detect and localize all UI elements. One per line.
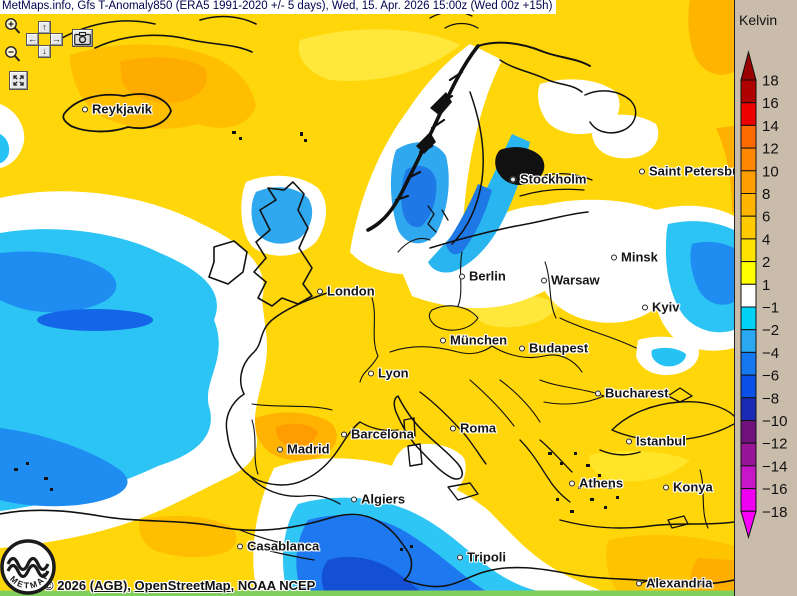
- legend-segment: [740, 238, 757, 263]
- legend-tick-label: 10: [762, 163, 779, 180]
- legend-segment: [740, 79, 757, 104]
- pan-left-button[interactable]: ←: [26, 33, 39, 46]
- legend-tick-label: 12: [762, 141, 779, 158]
- legend-segment: [740, 397, 757, 421]
- legend-tick-label: −16: [762, 481, 787, 498]
- pan-down-button[interactable]: ↓: [38, 45, 51, 58]
- legend-tick-label: −1: [762, 300, 779, 317]
- legend-segment: [740, 124, 757, 149]
- fullscreen-icon: [13, 75, 24, 86]
- attribution-text: , NOAA NCEP: [230, 578, 316, 593]
- legend-tick-label: −10: [762, 413, 787, 430]
- attribution: © 2026 (AGB), OpenStreetMap, NOAA NCEP: [44, 578, 315, 593]
- legend-tick-label: −14: [762, 458, 787, 475]
- legend-tick-label: −18: [762, 504, 787, 521]
- legend-segment: [740, 374, 757, 399]
- legend-segment: [740, 306, 757, 331]
- screenshot-button[interactable]: [72, 29, 93, 47]
- map-canvas[interactable]: MetMaps.info, Gfs T-Anomaly850 (ERA5 199…: [0, 0, 735, 596]
- legend-segment: [740, 488, 757, 512]
- camera-icon: [74, 31, 91, 45]
- legend-arrow-bottom: [740, 510, 757, 540]
- legend-tick-label: −6: [762, 368, 779, 385]
- map-title-bar: MetMaps.info, Gfs T-Anomaly850 (ERA5 199…: [0, 0, 557, 14]
- legend-tick-label: −4: [762, 345, 779, 362]
- legend-colorbar: 18 16 14 12 10 8 6 4 2 1 −1 −2 −4 −6 −8 −10 −12 −14 −16 −18: [740, 50, 787, 540]
- attribution-link-openstreetmap[interactable]: OpenStreetMap: [134, 578, 231, 593]
- legend-panel: Kelvin 18 16 14 12 10 8 6 4 2 1 −1 −2 −4 −6 −8 −10 −12 −1…: [735, 0, 797, 596]
- legend-segment: [740, 170, 757, 195]
- attribution-text: © 2026 (: [44, 578, 95, 593]
- legend-tick-label: 14: [762, 118, 779, 135]
- legend-tick-label: −12: [762, 436, 787, 453]
- attribution-link-agb[interactable]: AGB: [94, 578, 123, 593]
- legend-tick-label: 4: [762, 231, 770, 248]
- metmaps-logo[interactable]: METMAPS: [0, 530, 58, 596]
- legend-segment: [740, 442, 757, 467]
- legend-segment: [740, 147, 757, 172]
- legend-segment: [740, 420, 757, 444]
- zoom-in-button[interactable]: [4, 17, 22, 36]
- legend-segment: [740, 215, 757, 240]
- legend-title: Kelvin: [739, 12, 778, 28]
- legend-segment: [740, 329, 757, 353]
- legend-segment: [740, 351, 757, 376]
- legend-tick-label: 6: [762, 209, 770, 226]
- legend-segment: [740, 261, 757, 285]
- zoom-in-icon: [5, 18, 21, 34]
- attribution-text: ),: [122, 578, 135, 593]
- legend-segment: [740, 465, 757, 490]
- legend-tick-label: 2: [762, 254, 770, 271]
- fullscreen-button[interactable]: [9, 71, 28, 90]
- pan-up-button[interactable]: ↑: [38, 21, 51, 34]
- map-title-text: MetMaps.info, Gfs T-Anomaly850 (ERA5 199…: [2, 0, 553, 12]
- legend-tick-label: −2: [762, 322, 779, 339]
- legend-tick-label: 18: [762, 73, 779, 90]
- legend-segment: [740, 102, 757, 126]
- pan-right-button[interactable]: →: [50, 33, 63, 46]
- legend-tick-label: 16: [762, 95, 779, 112]
- legend-tick-label: 8: [762, 186, 770, 203]
- zoom-out-icon: [5, 46, 21, 62]
- legend-tick-label: −8: [762, 390, 779, 407]
- legend-arrow-top: [740, 50, 757, 81]
- weather-map-art: [0, 0, 734, 596]
- legend-segment: [740, 283, 757, 308]
- legend-segment: [740, 193, 757, 217]
- legend-tick-label: 1: [762, 277, 770, 294]
- zoom-out-button[interactable]: [4, 45, 22, 64]
